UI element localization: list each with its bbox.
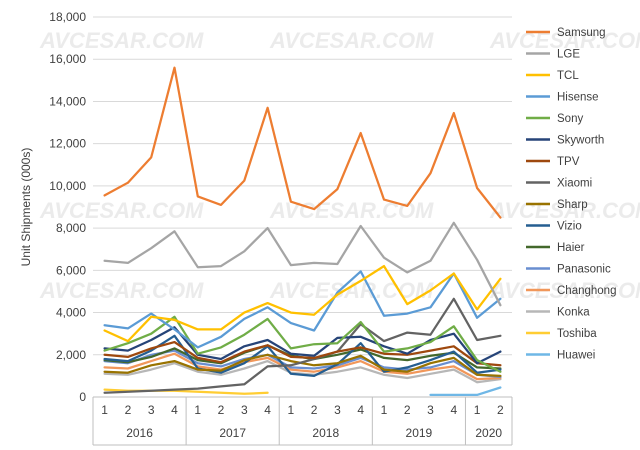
- x-tick-label: 2: [218, 403, 225, 417]
- legend-label: Samsung: [557, 27, 606, 39]
- x-tick-label: 4: [171, 403, 178, 417]
- watermark-text: AVCESAR.COM: [39, 198, 204, 223]
- series-line-hisense: [103, 270, 502, 349]
- legend-label: Vizio: [557, 221, 582, 233]
- legend-label: Haier: [557, 242, 585, 254]
- axes: 0 2,000 4,000 6,000 8,000 10,000 12,000 14,000 1…: [49, 10, 513, 446]
- watermark-text: AVCESAR.COM: [489, 278, 640, 303]
- series-line-tcl: [103, 264, 502, 343]
- x-year-label: 2019: [406, 426, 433, 440]
- series-line-samsung: [103, 66, 502, 219]
- y-tick-label: 10,000: [49, 179, 86, 193]
- series-line-vizio: [103, 334, 502, 378]
- watermark-text: AVCESAR.COM: [269, 28, 434, 53]
- legend-label: Xiaomi: [557, 178, 592, 190]
- series-lines: [103, 66, 502, 397]
- x-year-label: 2016: [126, 426, 153, 440]
- x-tick-label: 3: [148, 403, 155, 417]
- x-tick-label: 2: [497, 403, 504, 417]
- legend-label: TPV: [557, 156, 580, 168]
- y-tick-label: 14,000: [49, 94, 86, 108]
- series-line-lge: [103, 221, 502, 307]
- watermark-text: AVCESAR.COM: [39, 28, 204, 53]
- x-tick-label: 4: [357, 403, 364, 417]
- legend-label: Sony: [557, 113, 583, 125]
- x-tick-label: 4: [264, 403, 271, 417]
- y-tick-label: 2,000: [56, 348, 86, 362]
- y-tick-label: 4,000: [56, 306, 86, 320]
- watermark-text: AVCESAR.COM: [489, 28, 640, 53]
- x-tick-label: 2: [125, 403, 132, 417]
- legend-label: LGE: [557, 49, 580, 61]
- series-line-huawei: [429, 386, 502, 397]
- legend-label: TCL: [557, 70, 579, 82]
- x-tick-label: 1: [474, 403, 481, 417]
- y-tick-label: 16,000: [49, 52, 86, 66]
- x-tick-label: 2: [404, 403, 411, 417]
- x-year-label: 2020: [475, 426, 502, 440]
- watermark-text: AVCESAR.COM: [489, 198, 640, 223]
- series-line-xiaomi: [103, 297, 502, 394]
- legend-label: Panasonic: [557, 264, 611, 276]
- legend-label: Konka: [557, 307, 590, 319]
- legend: Samsung LGE TCL Hisense Sony Skyworth TPV Xiaom…: [526, 27, 616, 362]
- y-tick-label: 8,000: [56, 221, 86, 235]
- x-tick-label: 1: [381, 403, 388, 417]
- series-line-tpv: [103, 340, 502, 367]
- watermark-layer: AVCESAR.COM AVCESAR.COM AVCESAR.COM AVCESAR…: [39, 28, 640, 303]
- legend-label: Huawei: [557, 350, 595, 362]
- watermark-text: AVCESAR.COM: [269, 198, 434, 223]
- x-tick-label: 3: [334, 403, 341, 417]
- y-tick-label: 0: [79, 390, 86, 404]
- x-tick-label: 1: [194, 403, 201, 417]
- series-line-changhong: [103, 352, 502, 381]
- legend-label: Sharp: [557, 199, 588, 211]
- x-tick-label: 1: [101, 403, 108, 417]
- x-tick-label: 3: [241, 403, 248, 417]
- y-tick-label: 18,000: [49, 10, 86, 24]
- watermark-text: AVCESAR.COM: [269, 278, 434, 303]
- y-tick-label: 12,000: [49, 137, 86, 151]
- legend-label: Hisense: [557, 92, 599, 104]
- x-year-label: 2018: [312, 426, 339, 440]
- watermark-text: AVCESAR.COM: [39, 278, 204, 303]
- x-tick-label: 3: [427, 403, 434, 417]
- legend-label: Changhong: [557, 285, 616, 297]
- y-tick-label: 6,000: [56, 263, 86, 277]
- x-tick-label: 1: [288, 403, 295, 417]
- legend-label: Toshiba: [557, 328, 597, 340]
- y-axis-title: Unit Shipments (000s): [19, 148, 33, 267]
- legend-label: Skyworth: [557, 135, 604, 147]
- x-tick-label: 2: [311, 403, 318, 417]
- x-year-label: 2017: [219, 426, 246, 440]
- x-tick-label: 4: [450, 403, 457, 417]
- series-line-panasonic: [103, 349, 502, 379]
